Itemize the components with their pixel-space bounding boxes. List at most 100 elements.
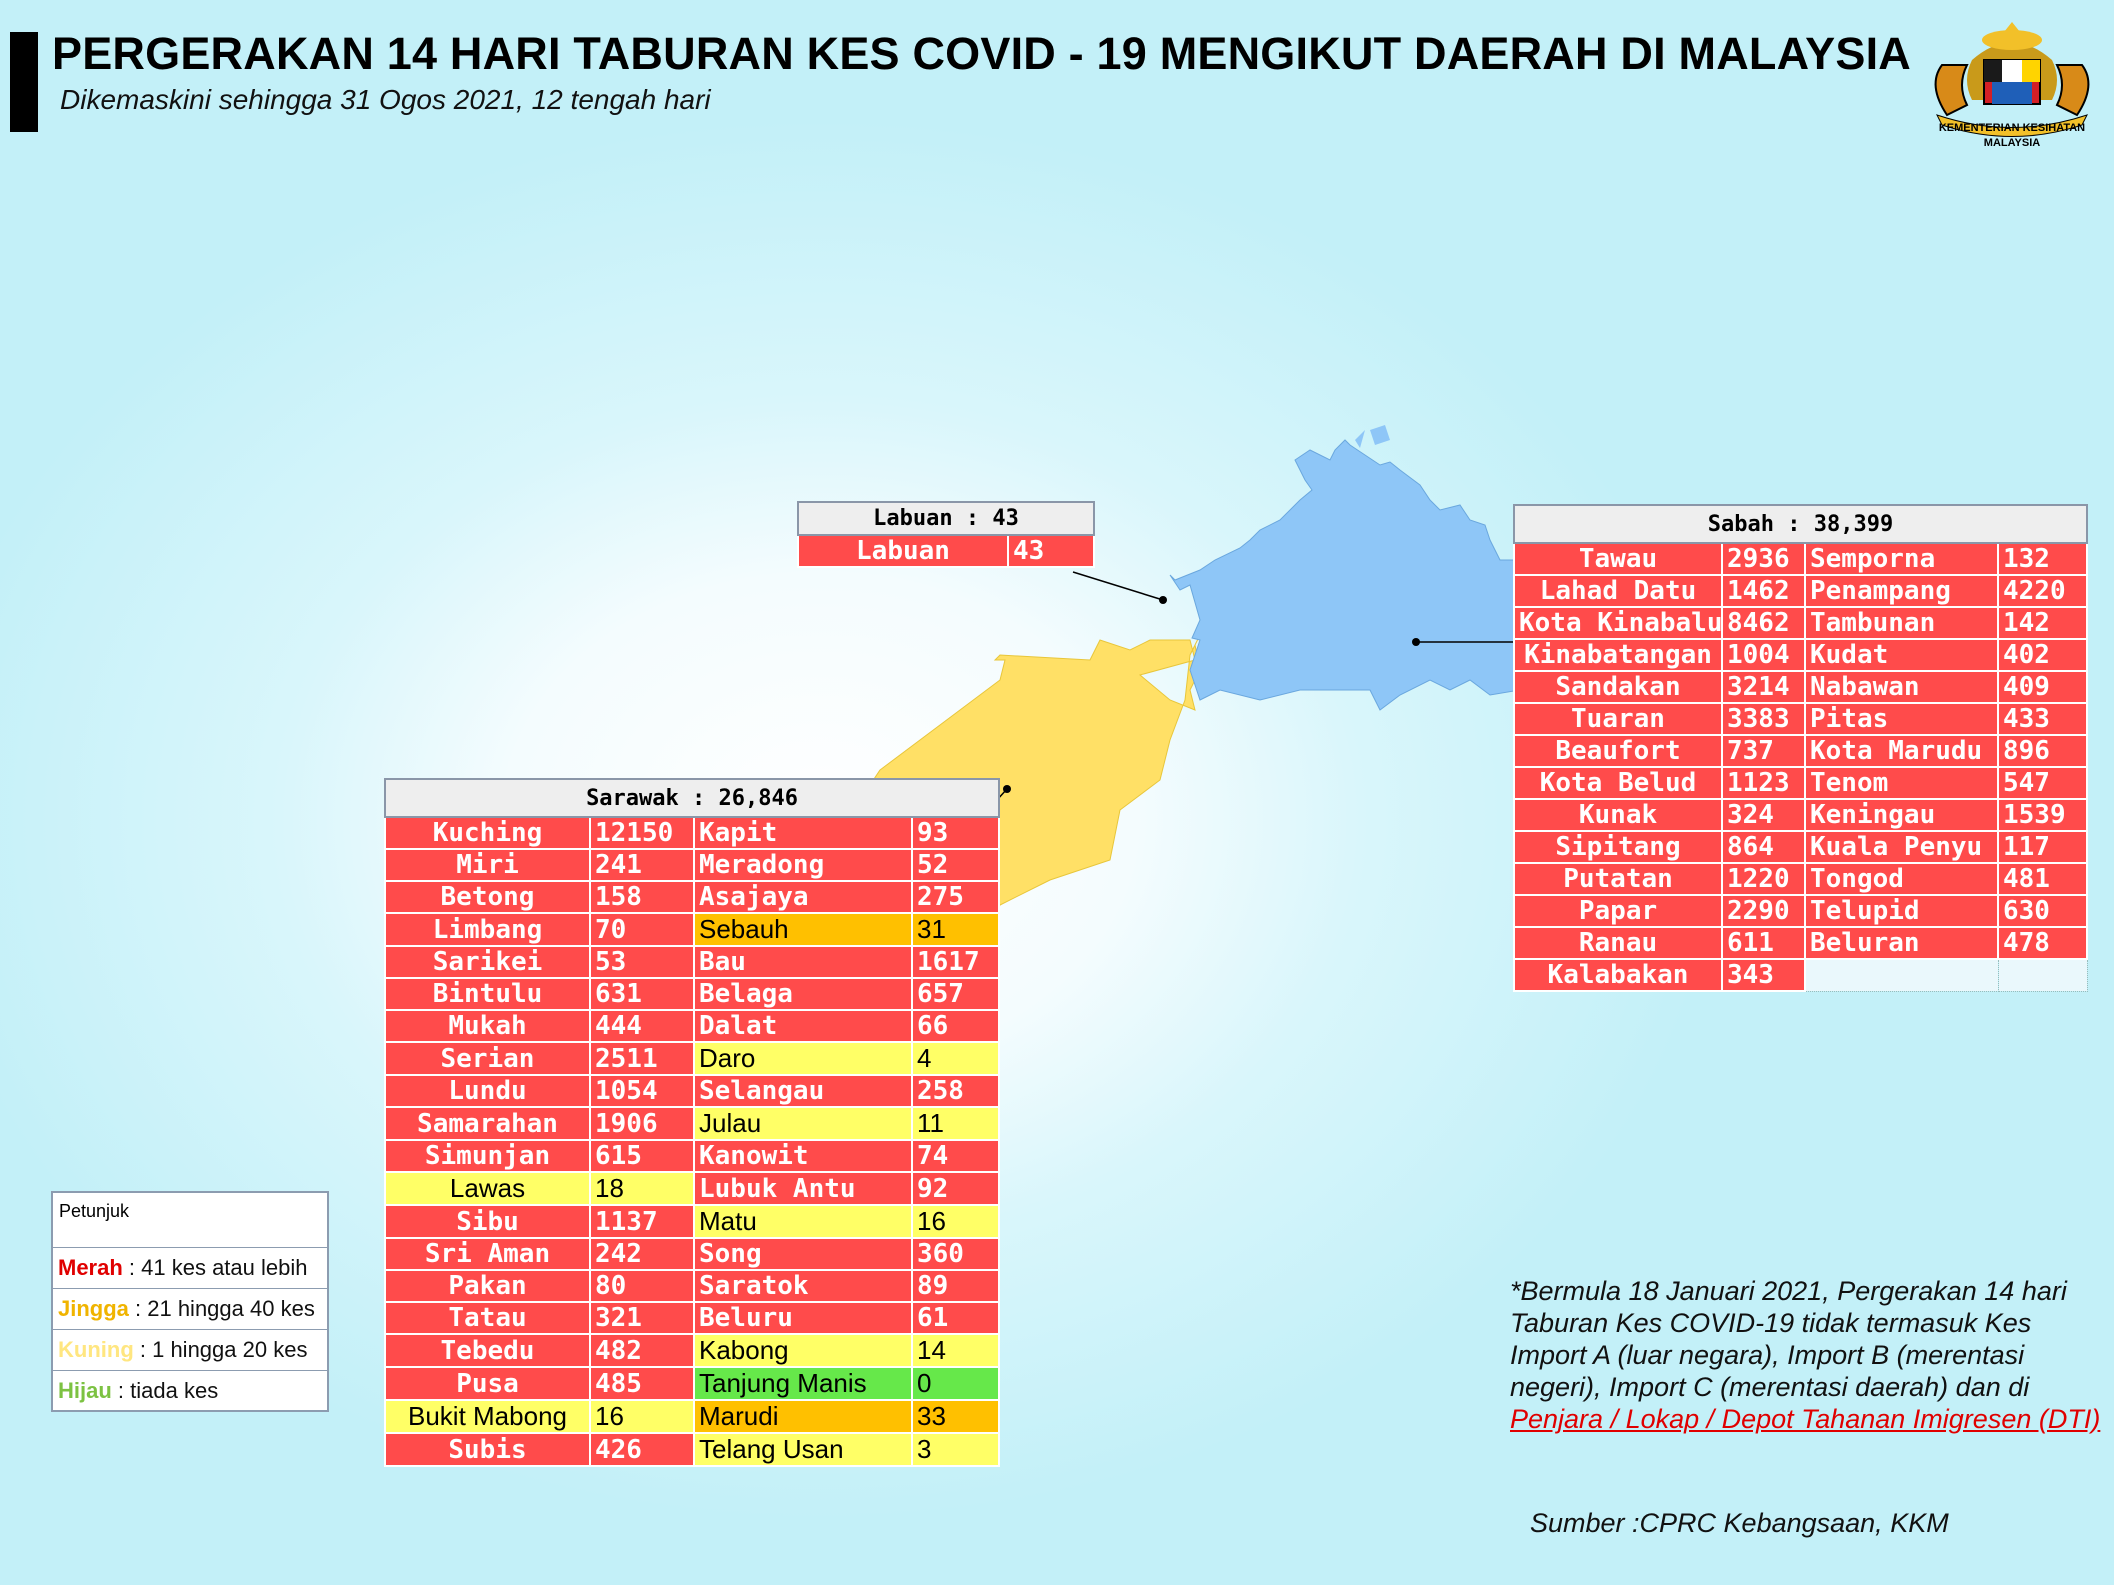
case-count: 615 (589, 1139, 695, 1173)
district-name: Kanowit (693, 1139, 913, 1173)
legend-key-merah: Merah (58, 1255, 123, 1280)
district-name: Ranau (1513, 926, 1723, 960)
legend-item-hijau: Hijau : tiada kes (53, 1370, 327, 1410)
empty-cell (1997, 958, 2088, 992)
district-name: Samarahan (384, 1106, 591, 1141)
district-name: Sibu (384, 1204, 591, 1239)
case-count: 66 (910, 1009, 1001, 1043)
table-row: Samarahan 1906 Julau 11 (384, 1106, 1001, 1141)
case-count: 31 (910, 912, 1001, 947)
table-row: Betong 158 Asajaya 275 (384, 880, 1001, 914)
title-accent-bar (10, 32, 38, 132)
district-name: Matu (693, 1204, 913, 1239)
table-row: Miri 241 Meradong 52 (384, 848, 1001, 882)
case-count: 2511 (589, 1041, 695, 1076)
table-row: Putatan 1220 Tongod 481 (1513, 862, 2088, 896)
case-count: 433 (1997, 702, 2088, 736)
table-row: Kota Kinabalu 8462 Tambunan 142 (1513, 606, 2088, 640)
case-count: 657 (910, 977, 1001, 1011)
district-name: Tongod (1804, 862, 1999, 896)
district-name: Julau (693, 1106, 913, 1141)
sarawak-table-title: Sarawak : 26,846 (383, 778, 1001, 818)
district-name: Kalabakan (1513, 958, 1723, 992)
legend-box: Petunjuk Merah : 41 kes atau lebih Jingg… (51, 1191, 329, 1412)
case-count: 485 (589, 1366, 695, 1401)
table-row: Serian 2511 Daro 4 (384, 1041, 1001, 1076)
district-name: Sipitang (1513, 830, 1723, 864)
district-name: Tawau (1513, 542, 1723, 576)
table-row: Papar 2290 Telupid 630 (1513, 894, 2088, 928)
case-count: 117 (1997, 830, 2088, 864)
page-subtitle: Dikemaskini sehingga 31 Ogos 2021, 12 te… (60, 84, 711, 115)
district-name: Kota Kinabalu (1513, 606, 1723, 640)
district-name: Beluran (1804, 926, 1999, 960)
table-row: Sipitang 864 Kuala Penyu 117 (1513, 830, 2088, 864)
legend-heading: Petunjuk (59, 1201, 130, 1221)
case-count: 343 (1721, 958, 1806, 992)
sabah-table-title: Sabah : 38,399 (1513, 504, 2088, 544)
legend-key-hijau: Hijau (58, 1378, 112, 1403)
labuan-table: Labuan : 43 Labuan 43 (796, 501, 1096, 568)
district-name: Bintulu (384, 977, 591, 1011)
case-count: 242 (589, 1237, 695, 1271)
table-row: Limbang 70 Sebauh 31 (384, 912, 1001, 947)
case-count: 1137 (589, 1204, 695, 1239)
case-count: 444 (589, 1009, 695, 1043)
legend-text-hijau: : tiada kes (111, 1378, 219, 1403)
case-count: 3383 (1721, 702, 1806, 736)
table-row: Sarikei 53 Bau 1617 (384, 945, 1001, 979)
legend-key-jingga: Jingga (58, 1296, 129, 1321)
district-name: Pusa (384, 1366, 591, 1401)
case-count: 1054 (589, 1074, 695, 1108)
district-name: Sarikei (384, 945, 591, 979)
district-name: Lundu (384, 1074, 591, 1108)
case-count: 2290 (1721, 894, 1806, 928)
empty-cell (1804, 958, 1999, 992)
table-row: Sri Aman 242 Song 360 (384, 1237, 1001, 1271)
case-count: 426 (589, 1432, 695, 1467)
table-row: Kuching 12150 Kapit 93 (384, 816, 1001, 850)
legend-text-jingga: : 21 hingga 40 kes (128, 1296, 315, 1321)
district-name: Nabawan (1804, 670, 1999, 704)
ministry-name-line-2: MALAYSIA (1983, 137, 2041, 149)
district-name: Betong (384, 880, 591, 914)
district-name: Lawas (384, 1171, 591, 1206)
district-name: Pitas (1804, 702, 1999, 736)
legend-item-jingga: Jingga : 21 hingga 40 kes (53, 1288, 327, 1328)
district-name: Telupid (1804, 894, 1999, 928)
district-name: Belaga (693, 977, 913, 1011)
footnote: *Bermula 18 Januari 2021, Pergerakan 14 … (1510, 1275, 2110, 1435)
district-name: Song (693, 1237, 913, 1271)
district-name: Serian (384, 1041, 591, 1076)
table-row: Kunak 324 Keningau 1539 (1513, 798, 2088, 832)
case-count: 93 (910, 816, 1001, 850)
case-count: 80 (589, 1269, 695, 1303)
case-count: 1220 (1721, 862, 1806, 896)
district-name: Papar (1513, 894, 1723, 928)
page-title: PERGERAKAN 14 HARI TABURAN KES COVID - 1… (52, 28, 1911, 79)
case-count: 631 (589, 977, 695, 1011)
table-row: Lawas 18 Lubuk Antu 92 (384, 1171, 1001, 1206)
district-name: Subis (384, 1432, 591, 1467)
district-name: Simunjan (384, 1139, 591, 1173)
district-name: Bau (693, 945, 913, 979)
case-count: 896 (1997, 734, 2088, 768)
district-name: Lubuk Antu (693, 1171, 913, 1206)
table-row: Pusa 485 Tanjung Manis 0 (384, 1366, 1001, 1401)
district-name: Sebauh (693, 912, 913, 947)
sabah-table: Sabah : 38,399 Tawau 2936 Semporna 132 Lahad… (1513, 504, 2088, 992)
district-name: Kudat (1804, 638, 1999, 672)
district-name: Daro (693, 1041, 913, 1076)
table-row: Tebedu 482 Kabong 14 (384, 1333, 1001, 1368)
footnote-link[interactable]: Penjara / Lokap / Depot Tahanan Imigrese… (1510, 1404, 2101, 1434)
district-name: Tatau (384, 1301, 591, 1335)
table-row: Mukah 444 Dalat 66 (384, 1009, 1001, 1043)
case-count: 89 (910, 1269, 1001, 1303)
table-row: Ranau 611 Beluran 478 (1513, 926, 2088, 960)
case-count: 52 (910, 848, 1001, 882)
table-row: Tawau 2936 Semporna 132 (1513, 542, 2088, 576)
district-name: Labuan (797, 534, 1009, 568)
table-row: Bintulu 631 Belaga 657 (384, 977, 1001, 1011)
district-name: Kuching (384, 816, 591, 850)
case-count: 864 (1721, 830, 1806, 864)
